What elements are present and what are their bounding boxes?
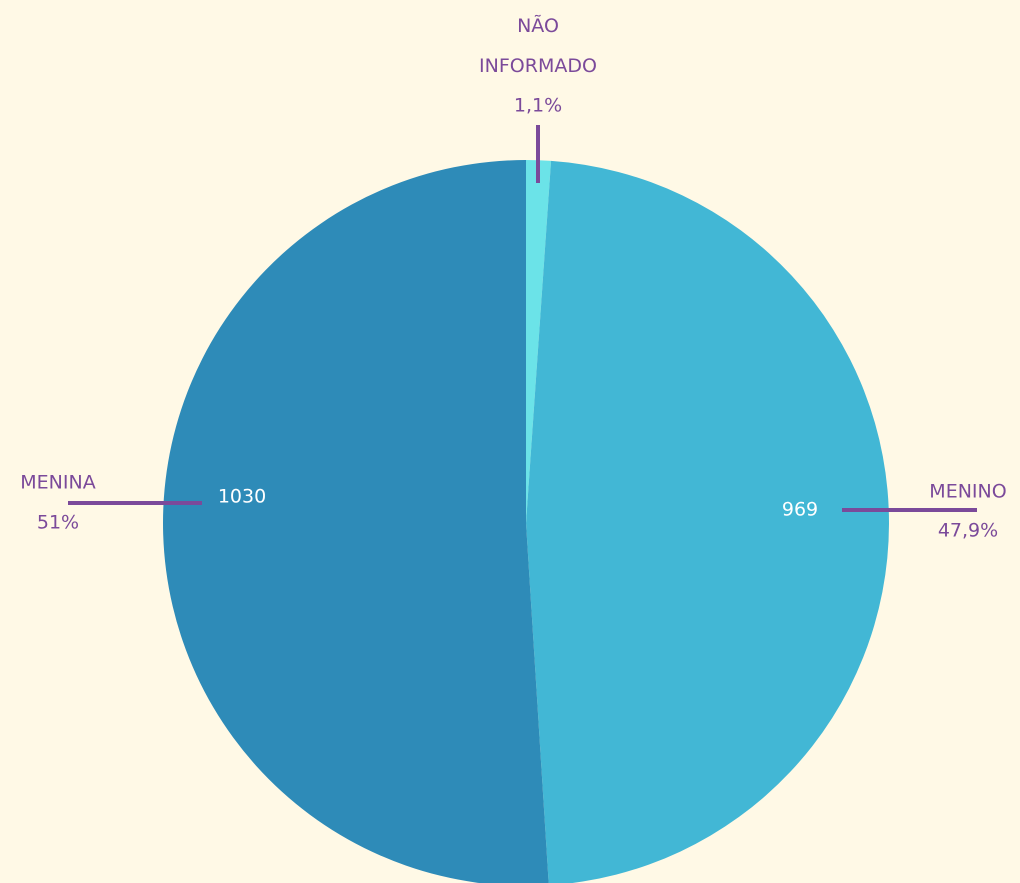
slice-label: MENINA	[20, 472, 95, 494]
pie-slice	[526, 160, 552, 523]
pie-slice	[163, 160, 549, 883]
slice-label: NÃO INFORMADO	[479, 14, 597, 77]
slice-label: MENINO	[929, 481, 1006, 503]
pie-slice	[526, 160, 889, 883]
percent-label: 47,9%	[938, 520, 998, 542]
count-label: 1030	[218, 486, 266, 508]
percent-label: 51%	[37, 512, 79, 534]
count-label: 969	[782, 499, 818, 521]
percent-label: 1,1%	[514, 95, 562, 117]
